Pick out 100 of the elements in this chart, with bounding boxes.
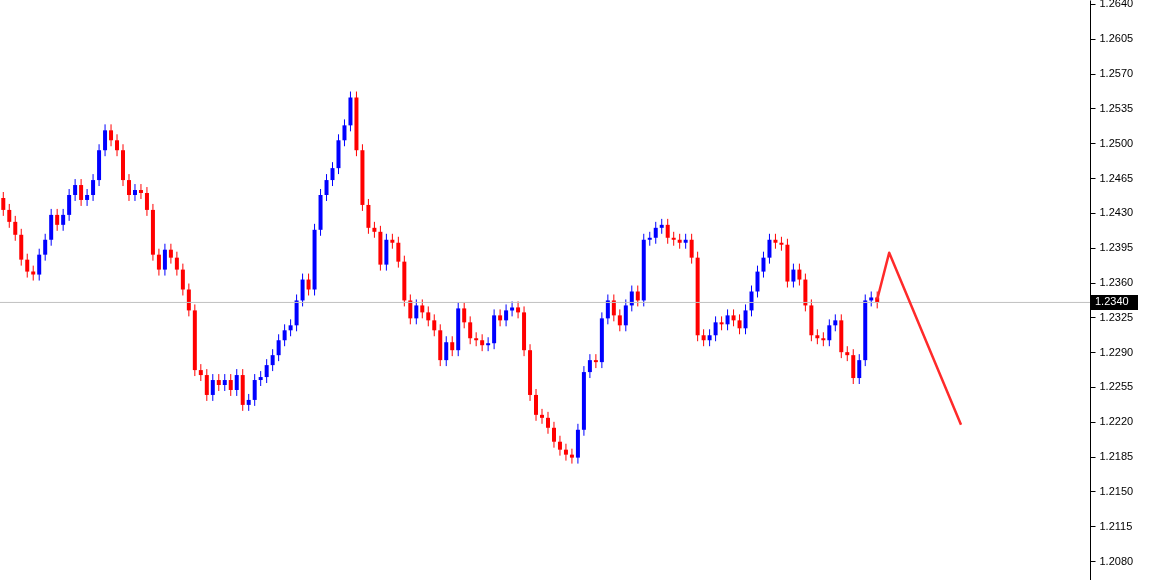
- y-tick-label: 1.2255: [1099, 380, 1134, 393]
- candlestick: [737, 313, 742, 335]
- candlestick: [498, 308, 503, 327]
- candlestick: [408, 293, 413, 325]
- candlestick: [13, 215, 18, 242]
- candlestick: [264, 358, 269, 384]
- candlestick: [43, 233, 48, 262]
- candlestick: [510, 300, 515, 317]
- candlestick: [186, 283, 191, 317]
- y-tick-label: 1.2500: [1099, 136, 1134, 149]
- y-tick-label: 1.2430: [1099, 206, 1134, 219]
- candlestick: [857, 353, 862, 385]
- candlestick: [204, 368, 209, 402]
- candlestick: [85, 188, 90, 207]
- candlestick: [330, 161, 335, 187]
- candlestick: [426, 305, 431, 327]
- candlestick: [557, 435, 562, 457]
- candlestick: [109, 123, 114, 147]
- candlestick: [1, 191, 6, 217]
- candlestick: [486, 336, 491, 352]
- candlestick: [252, 373, 257, 407]
- y-tick-label: 1.2605: [1099, 32, 1134, 45]
- candlestick: [653, 221, 658, 245]
- y-tick-label: 1.2640: [1099, 0, 1134, 10]
- candlestick: [563, 443, 568, 462]
- candlestick: [635, 285, 640, 307]
- y-tick-label: 1.2535: [1099, 101, 1134, 114]
- candlestick: [300, 273, 305, 307]
- y-tick-label: 1.2570: [1099, 67, 1134, 80]
- candlestick: [414, 298, 419, 325]
- candlestick: [103, 123, 108, 157]
- y-tick-label: 1.2465: [1099, 171, 1134, 184]
- candlestick: [797, 263, 802, 287]
- candlestick: [504, 303, 509, 327]
- candlestick: [689, 233, 694, 265]
- candlestick: [168, 243, 173, 265]
- candlestick: [420, 298, 425, 319]
- y-tick-label: 1.2150: [1099, 484, 1134, 497]
- candlestick: [623, 298, 628, 332]
- ref-line-label: 1.2340: [1095, 295, 1129, 308]
- candlestick: [144, 186, 149, 217]
- candlestick: [480, 333, 485, 352]
- candlestick: [755, 265, 760, 298]
- candlestick: [791, 263, 796, 289]
- candlestick: [180, 263, 185, 296]
- candlestick: [587, 353, 592, 379]
- candlestick: [551, 421, 556, 449]
- candlestick: [468, 315, 473, 345]
- candlestick: [324, 173, 329, 202]
- candlestick: [396, 236, 401, 269]
- y-tick-label: 1.2360: [1099, 276, 1134, 289]
- candlestick: [665, 218, 670, 245]
- candlestick: [282, 323, 287, 347]
- candlestick: [749, 285, 754, 317]
- candlestick: [851, 348, 856, 385]
- y-tick-label: 1.2220: [1099, 415, 1134, 428]
- candlestick: [138, 183, 143, 200]
- candlestick: [432, 313, 437, 337]
- candlestick: [55, 208, 60, 232]
- y-tick-label: 1.2325: [1099, 310, 1134, 323]
- candlestick: [462, 301, 467, 329]
- candlestick: [25, 253, 30, 279]
- candlestick: [534, 388, 539, 422]
- candlestick: [73, 178, 78, 202]
- candlestick: [342, 118, 347, 147]
- candlestick: [713, 315, 718, 342]
- candlestick: [540, 408, 545, 425]
- candlestick: [516, 300, 521, 319]
- y-tick-label: 1.2185: [1099, 450, 1134, 463]
- candlestick: [611, 293, 616, 322]
- candlestick: [79, 178, 84, 207]
- candlestick: [827, 318, 832, 347]
- y-tick-label: 1.2290: [1099, 345, 1134, 358]
- candlestick: [210, 373, 215, 402]
- candlestick: [162, 243, 167, 277]
- y-tick-label: 1.2080: [1099, 554, 1134, 567]
- y-tick-label: 1.2115: [1099, 519, 1133, 532]
- candlestick: [306, 273, 311, 296]
- candlestick: [228, 373, 233, 397]
- candlestick: [67, 188, 72, 222]
- candlestick: [115, 133, 120, 157]
- candlestick: [366, 198, 371, 235]
- candlestick: [234, 368, 239, 397]
- candlestick: [761, 251, 766, 279]
- y-tick-label: 1.2395: [1099, 241, 1134, 254]
- candlestick: [767, 233, 772, 265]
- candlestick: [7, 203, 12, 229]
- candlestick: [593, 353, 598, 369]
- candlestick: [91, 173, 96, 202]
- candlestick: [444, 335, 449, 367]
- candlestick: [270, 348, 275, 372]
- candlestick: [545, 411, 550, 435]
- candlestick: [156, 248, 161, 277]
- candlestick: [725, 308, 730, 331]
- candlestick: [617, 308, 622, 332]
- candlestick: [126, 173, 131, 202]
- candlestick: [61, 208, 66, 232]
- candlestick: [132, 183, 137, 202]
- candlestick: [629, 285, 634, 312]
- candlestick: [276, 333, 281, 362]
